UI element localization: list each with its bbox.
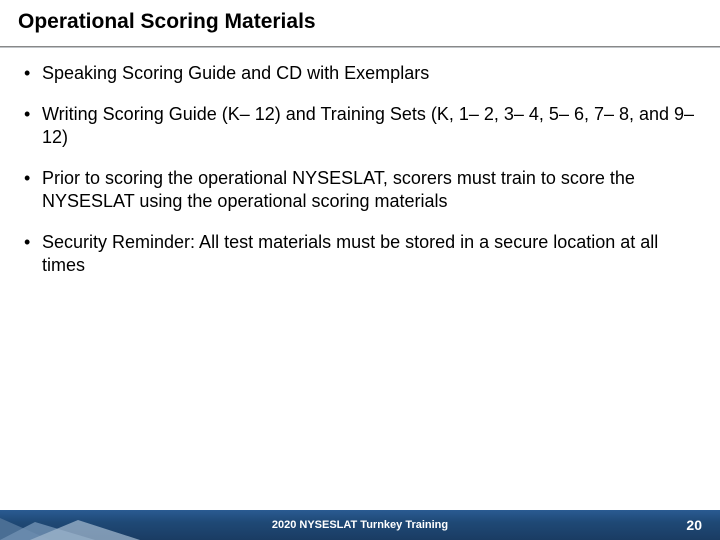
- footer-deco: [0, 510, 140, 540]
- footer-center-text: 2020 NYSESLAT Turnkey Training: [272, 519, 448, 531]
- list-item: Security Reminder: All test materials mu…: [24, 231, 696, 277]
- list-item: Prior to scoring the operational NYSESLA…: [24, 167, 696, 213]
- slide-title: Operational Scoring Materials: [18, 10, 702, 34]
- footer-page-number: 20: [686, 517, 702, 533]
- bullet-list: Speaking Scoring Guide and CD with Exemp…: [24, 62, 696, 277]
- list-item: Speaking Scoring Guide and CD with Exemp…: [24, 62, 696, 85]
- header-rule: [0, 46, 720, 48]
- content-area: Speaking Scoring Guide and CD with Exemp…: [0, 48, 720, 277]
- slide-header: Operational Scoring Materials: [0, 0, 720, 48]
- list-item: Writing Scoring Guide (K– 12) and Traini…: [24, 103, 696, 149]
- footer-bar: 2020 NYSESLAT Turnkey Training 20: [0, 510, 720, 540]
